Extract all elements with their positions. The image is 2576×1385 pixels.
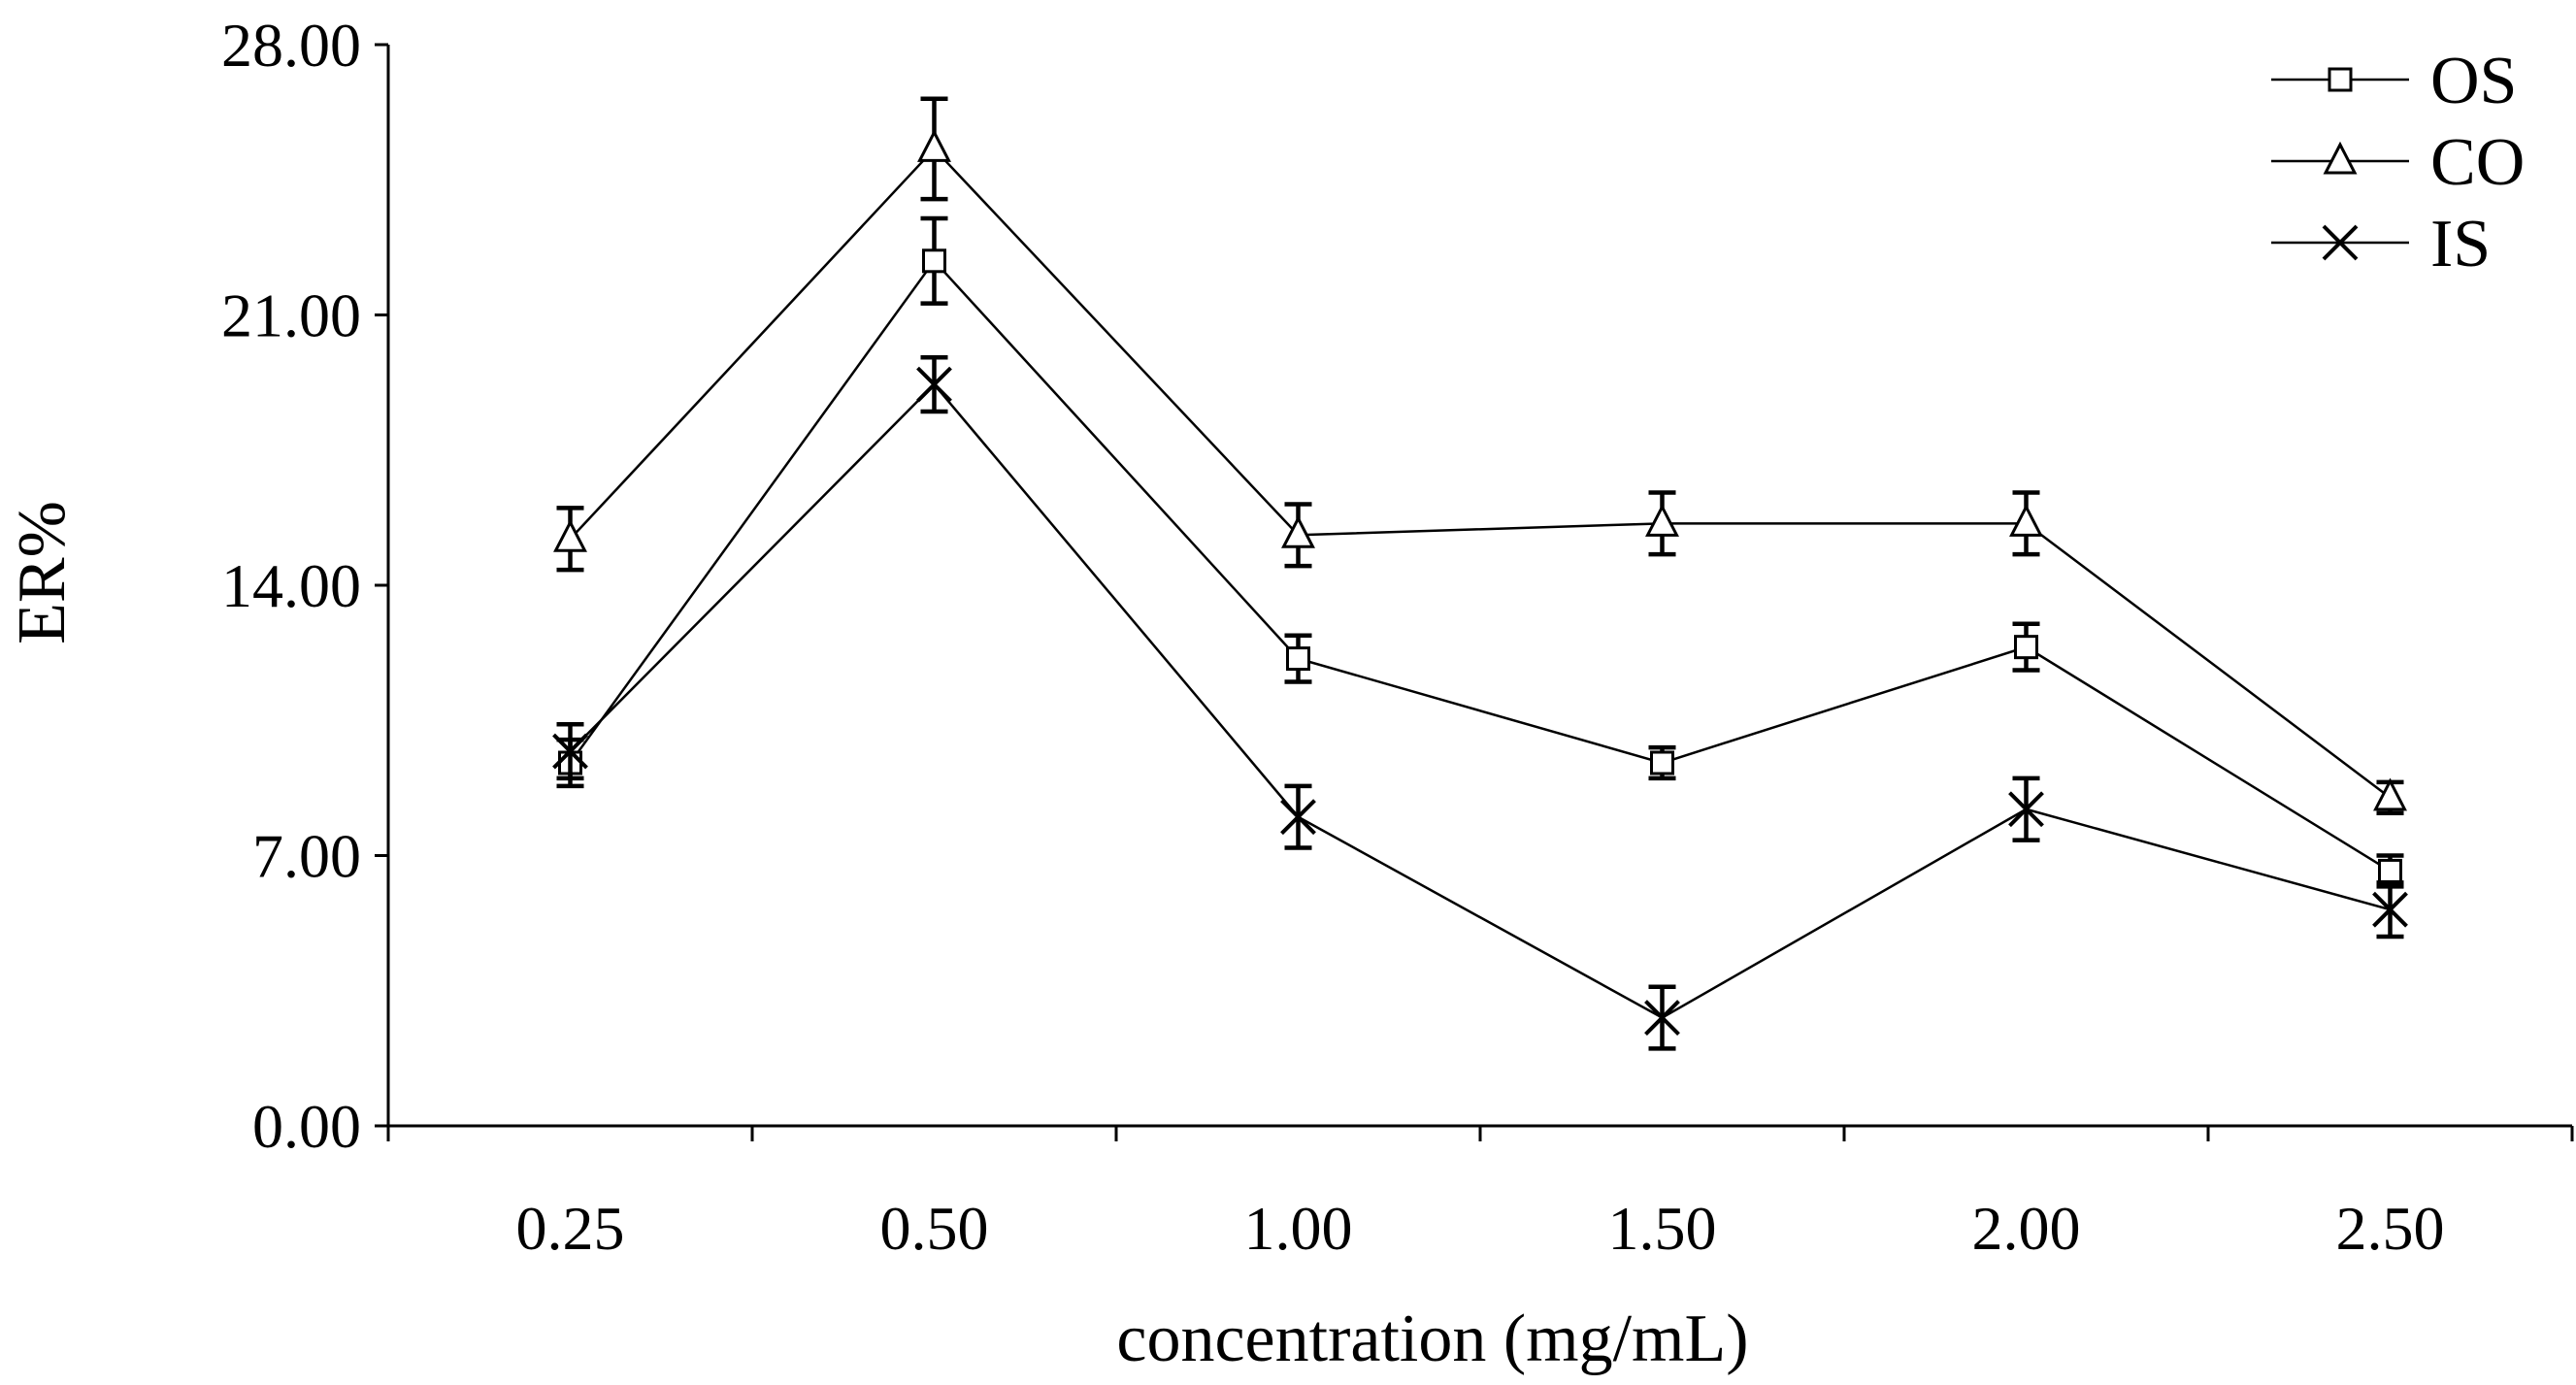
y-tick-label: 21.00 <box>221 281 361 350</box>
y-tick-label: 0.00 <box>252 1092 361 1161</box>
series-line-co <box>569 147 2392 799</box>
data-point-co <box>1281 515 1315 548</box>
x-tick-label: 1.00 <box>1244 1194 1353 1263</box>
data-point-os <box>2014 635 2038 660</box>
data-point-is <box>1644 1000 1680 1037</box>
x-tick-label: 0.25 <box>516 1194 625 1263</box>
legend-label-is: IS <box>2430 207 2491 281</box>
x-axis-title: concentration (mg/mL) <box>1116 1302 1748 1376</box>
data-point-is <box>2372 891 2408 928</box>
data-point-co <box>917 129 951 162</box>
data-point-co <box>1645 504 1679 537</box>
data-point-os <box>1286 646 1310 672</box>
data-point-os <box>2378 858 2402 883</box>
data-point-is <box>916 366 952 403</box>
data-point-os <box>922 248 946 274</box>
data-point-is <box>552 733 588 770</box>
legend-item-os: OS <box>2271 44 2517 118</box>
series-co <box>553 96 2407 815</box>
legend-label-os: OS <box>2430 44 2517 118</box>
axes: 0.00 7.00 14.00 21.00 28.00 0.25 0.50 1.00 1.50 2… <box>221 11 2574 1263</box>
x-tick-label: 0.50 <box>880 1194 989 1263</box>
data-point-co <box>553 518 587 552</box>
legend-marker-co <box>2323 141 2358 175</box>
series-line-is <box>569 382 2391 1020</box>
y-tick-label: 7.00 <box>252 822 361 891</box>
legend-item-co: CO <box>2271 125 2525 200</box>
y-tick-label: 28.00 <box>221 11 361 80</box>
series-os <box>556 215 2404 889</box>
legend-label-co: CO <box>2430 125 2525 200</box>
y-axis-title: ER% <box>5 501 80 644</box>
legend-item-is: IS <box>2271 207 2491 281</box>
data-point-is <box>1280 799 1316 836</box>
legend-marker-os <box>2328 67 2353 92</box>
data-point-co <box>2373 777 2407 811</box>
x-tick-label: 2.00 <box>1972 1194 2081 1263</box>
x-tick-label: 2.50 <box>2336 1194 2445 1263</box>
data-point-co <box>2009 504 2043 537</box>
data-point-os <box>1650 750 1674 775</box>
legend-marker-is <box>2322 224 2359 261</box>
series-line-os <box>569 258 2392 873</box>
y-tick-label: 14.00 <box>221 551 361 620</box>
series-layer <box>552 96 2408 1051</box>
x-tick-label: 1.50 <box>1608 1194 1717 1263</box>
series-is <box>552 355 2408 1051</box>
data-point-is <box>2008 791 2044 828</box>
